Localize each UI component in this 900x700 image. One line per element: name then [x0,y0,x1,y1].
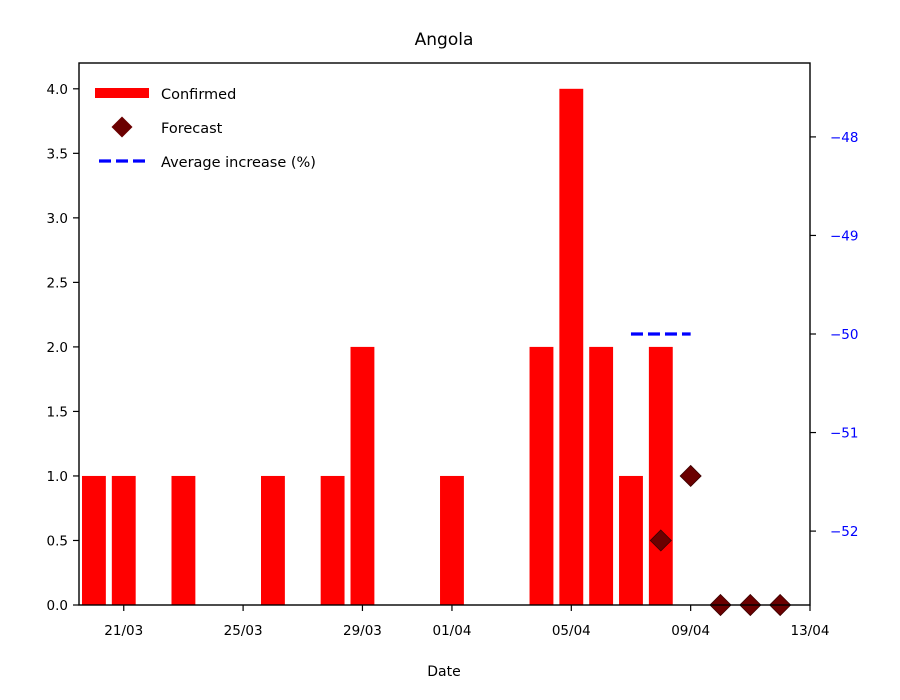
y2-tick-label: −49 [830,228,859,244]
y-tick-label: 0.0 [47,598,68,614]
bar-confirmed [171,475,196,605]
bar-confirmed [320,475,345,605]
forecast-marker [649,529,672,552]
bar-confirmed [648,346,673,605]
y2-tick-label: −52 [830,524,859,540]
x-tick-label: 21/03 [104,623,143,639]
y-tick-label: 2.0 [47,340,68,356]
y-tick-label: 3.0 [47,211,68,227]
confirmed-bars [81,88,673,605]
axes: 21/03 25/03 29/03 01/04 05/04 09/04 13/04 0.0 0.… [47,62,859,639]
x-axis-label: Date [427,664,460,680]
bar-confirmed [440,475,464,605]
x-tick-label: 05/04 [552,623,591,639]
y-tick-label: 4.0 [47,82,68,98]
legend-swatch-forecast [111,116,133,138]
bar-confirmed [589,346,614,605]
y-tick-label: 2.5 [47,275,68,291]
legend-swatch-confirmed [95,88,149,98]
y-tick-label: 1.5 [47,404,68,420]
y-tick-label: 0.5 [47,533,68,549]
y2-tick-label: −48 [830,130,859,146]
x-tick-label: 01/04 [433,623,472,639]
y-tick-label: 1.0 [47,469,68,485]
bar-confirmed [261,475,285,605]
x-tick-label: 29/03 [343,623,382,639]
x-tick-label: 25/03 [224,623,263,639]
legend: Confirmed Forecast Average increase (%) [95,87,316,171]
y2-tick-label: −50 [830,327,859,343]
legend-label: Average increase (%) [161,155,316,171]
plot-area [81,88,792,617]
bar-confirmed [81,475,106,605]
y-tick-label: 3.5 [47,146,68,162]
chart-title: Angola [415,30,474,50]
bar-confirmed [111,475,136,605]
bar-confirmed [619,475,643,605]
legend-label: Forecast [161,121,223,137]
bar-confirmed [529,346,554,605]
bar-confirmed [350,346,375,605]
y2-tick-label: −51 [830,426,859,442]
x-tick-label: 09/04 [671,623,710,639]
legend-label: Confirmed [161,87,236,103]
bar-confirmed [559,88,584,605]
x-tick-label: 13/04 [791,623,830,639]
forecast-marker [679,464,702,488]
